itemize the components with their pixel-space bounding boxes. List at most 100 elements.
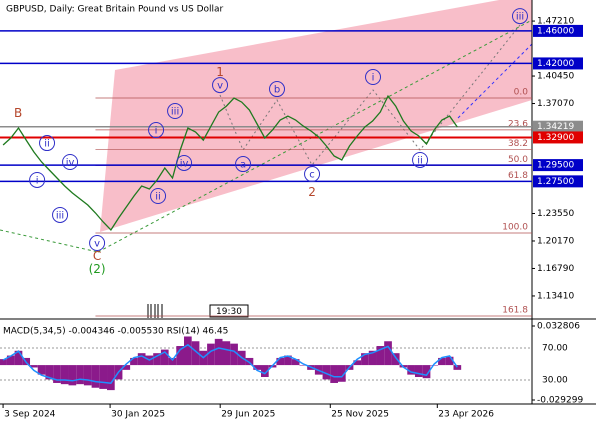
level-box [533, 24, 583, 37]
wave-label: C [93, 249, 101, 263]
macd-bar [107, 365, 115, 391]
wave-circle [52, 206, 69, 223]
wave-line [0, 229, 99, 253]
wave-circle [235, 156, 252, 173]
y2-tick-label: 30.00 [542, 376, 568, 386]
macd-bar [253, 365, 261, 370]
macd-bar [207, 343, 215, 366]
level-box [533, 57, 583, 70]
macd-bar [414, 365, 423, 378]
level-label: 1.34219 [537, 122, 574, 132]
macd-bar [153, 353, 161, 366]
x-tick-label: 29 Jun 2025 [221, 410, 275, 420]
wave-line [97, 19, 533, 253]
wave-label: v [94, 239, 100, 250]
macd-bar [83, 365, 92, 386]
wave-label: iii [56, 210, 64, 221]
fib-label: 0.0 [514, 88, 529, 98]
level-label: 1.46000 [537, 26, 574, 36]
macd-bar [391, 353, 400, 366]
fib-label: 161.8 [502, 305, 528, 315]
macd-bar [160, 349, 169, 366]
level-box [533, 131, 583, 144]
macd-bar [53, 365, 61, 383]
level-label: 1.32900 [537, 133, 574, 143]
macd-bar [284, 355, 292, 366]
wave-path [219, 24, 521, 166]
y-tick-label: 1.37070 [537, 99, 574, 109]
macd-bar [245, 357, 254, 366]
wave-label: 2 [308, 185, 316, 199]
wave-label: (2) [89, 262, 106, 276]
wave-circle [212, 77, 229, 94]
macd-bar [430, 365, 439, 366]
macd-bar [299, 365, 308, 366]
x-tick-label: 3 Sep 2024 [4, 410, 56, 420]
macd-bar [260, 365, 269, 378]
y-tick-label: 1.47210 [537, 17, 574, 27]
level-box [533, 120, 583, 133]
y-tick-label: 1.40450 [537, 72, 574, 82]
macd-bar [376, 346, 385, 366]
macd-bar [14, 350, 23, 366]
wave-label: b [274, 85, 280, 96]
wave-label: c [309, 170, 315, 181]
level-box [533, 175, 583, 188]
macd-bar [222, 341, 231, 366]
macd-bar [291, 359, 300, 366]
channel [100, 0, 532, 232]
macd-bar [438, 357, 446, 366]
macd-bar [30, 365, 38, 368]
macd-bar [330, 365, 338, 383]
macd-bar [76, 365, 84, 385]
time-marker: 19:30 [216, 307, 242, 317]
fib-label: 61.8 [508, 171, 528, 181]
wave-label: iii [171, 107, 179, 118]
macd-bar [214, 338, 223, 366]
level-label: 1.42000 [537, 59, 574, 69]
wave-circle [39, 135, 56, 152]
wave-circle [412, 151, 429, 168]
level-label: 1.29500 [537, 161, 574, 171]
macd-bar [422, 365, 431, 379]
fib-label: 100.0 [502, 223, 528, 233]
wave-circle [89, 235, 106, 252]
macd-bar [445, 356, 454, 366]
y-tick-label: 1.20170 [537, 236, 574, 246]
wave-circle [148, 122, 165, 139]
macd-bar [322, 365, 331, 380]
y2-tick-label: 70.00 [542, 344, 568, 354]
macd-bar [453, 365, 462, 370]
macd-bar [122, 365, 131, 370]
wave-label: ii [155, 192, 161, 203]
y-tick-label: 1.16790 [537, 264, 574, 274]
macd-bar [337, 365, 346, 382]
wave-label: 1 [216, 65, 224, 79]
wave-label: i [372, 73, 375, 84]
macd-bar [276, 357, 285, 366]
wave-circle [269, 81, 286, 98]
wave-label: iv [180, 158, 189, 169]
wave-circle [167, 103, 184, 120]
chart-title: GBPUSD, Daily: Great Britain Pound vs US… [6, 5, 224, 15]
macd-bar [384, 341, 392, 366]
macd-bar [45, 365, 54, 380]
wave-circle [365, 69, 382, 86]
macd-bar [37, 365, 46, 375]
macd-bar [99, 365, 108, 389]
wave-circle [304, 166, 321, 183]
level-label: 1.27500 [537, 177, 574, 187]
y-tick-label: -0.029299 [537, 396, 583, 406]
wave-label: iii [516, 12, 524, 23]
macd-bar [68, 365, 77, 386]
y-tick-label: 0.032806 [537, 322, 580, 332]
macd-bar [353, 360, 362, 366]
macd-bar [60, 365, 69, 385]
wave-label: iv [66, 158, 75, 169]
macd-bar [191, 341, 200, 366]
fib-label: 23.6 [508, 119, 528, 129]
wave-label: B [14, 106, 22, 120]
macd-bar [368, 350, 377, 366]
rsi-line [2, 343, 458, 384]
